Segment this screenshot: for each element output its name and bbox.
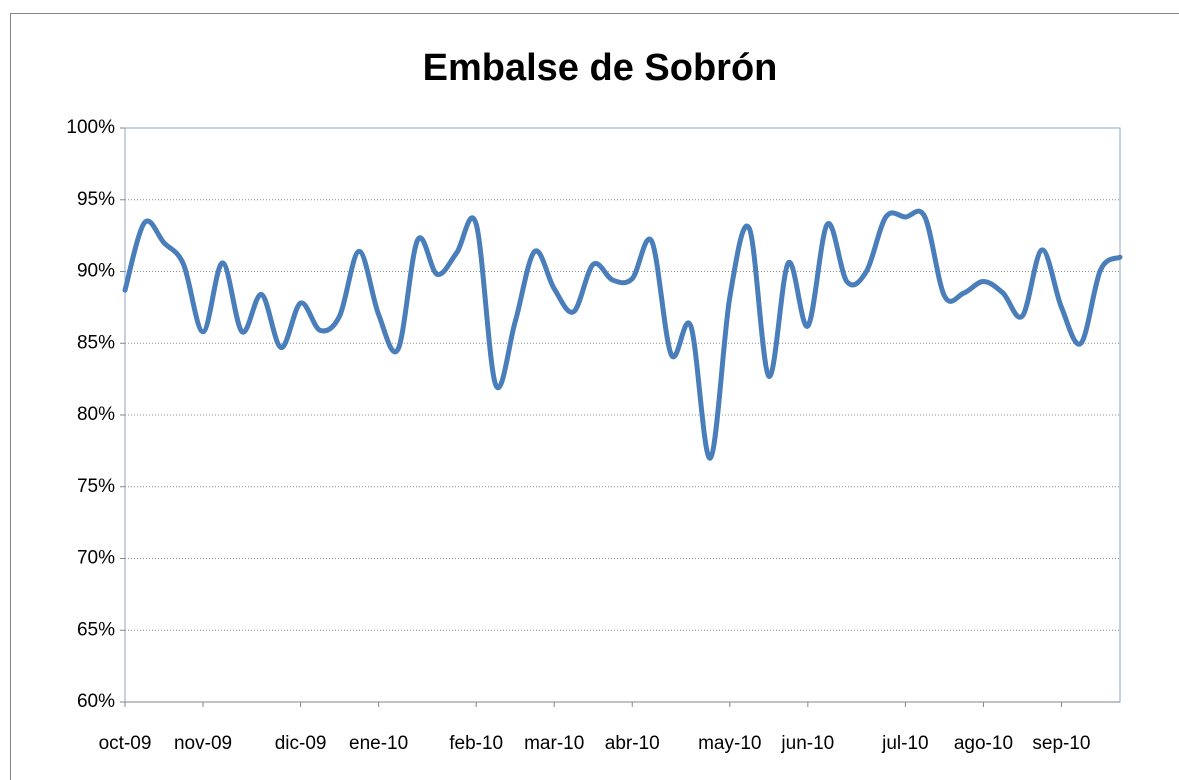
y-tick-label: 80% (77, 404, 115, 425)
x-tick-label: abr-10 (605, 733, 660, 754)
y-tick-label: 90% (77, 261, 115, 282)
y-tick-label: 65% (77, 619, 115, 640)
x-tick-label: may-10 (698, 733, 761, 754)
x-tick-label: mar-10 (524, 733, 584, 754)
y-tick-label: 85% (77, 332, 115, 353)
chart-title: Embalse de Sobrón (423, 47, 778, 89)
y-tick-label: 75% (77, 476, 115, 497)
y-tick-label: 95% (77, 189, 115, 210)
x-tick-label: oct-09 (99, 733, 152, 754)
x-tick-label: jun-10 (780, 733, 834, 754)
data-line (122, 208, 1123, 461)
y-tick-label: 100% (66, 117, 115, 138)
x-tick-label: ago-10 (954, 733, 1013, 754)
y-tick-label: 60% (77, 691, 115, 712)
x-tick-label: sep-10 (1032, 733, 1090, 754)
chart-frame (10, 13, 1179, 780)
y-tick-label: 70% (77, 548, 115, 569)
x-tick-label: dic-09 (275, 733, 327, 754)
x-tick-label: jul-10 (881, 733, 928, 754)
x-tick-label: feb-10 (449, 733, 503, 754)
x-tick-label: ene-10 (349, 733, 408, 754)
x-tick-label: nov-09 (174, 733, 232, 754)
